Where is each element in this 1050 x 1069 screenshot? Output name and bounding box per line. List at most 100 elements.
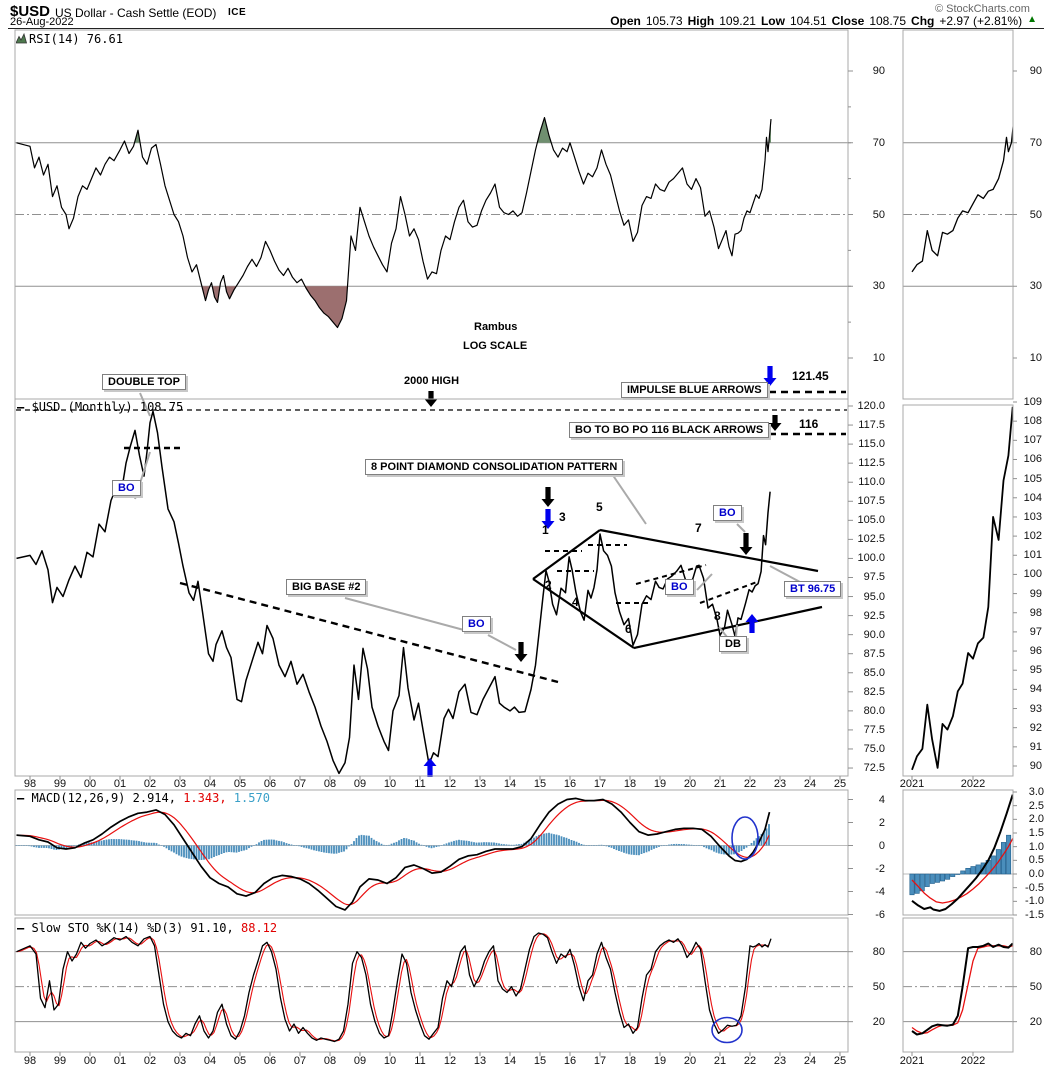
axis-tick-label: 70 — [872, 136, 885, 149]
ohlc-row: Open 105.73 High 109.21 Low 104.51 Close 108… — [610, 14, 1037, 28]
axis-tick-label: 21 — [713, 778, 727, 790]
axis-tick-label: 100 — [1023, 568, 1042, 581]
axis-tick-label: -6 — [875, 908, 885, 921]
diamond-point-5: 5 — [596, 500, 603, 514]
macd-hist-value: 1.570 — [233, 791, 270, 805]
callout-bo-2014: BO — [462, 616, 491, 632]
axis-tick-label: 00 — [83, 778, 97, 790]
axis-tick-label: 117.5 — [858, 419, 885, 432]
axis-tick-label: 80 — [1029, 945, 1042, 958]
axis-tick-label: 2 — [878, 816, 885, 829]
callout-bo-inside-diamond: BO — [665, 579, 694, 595]
axis-tick-label: 112.5 — [858, 457, 885, 470]
axis-tick-label: 95 — [1029, 664, 1042, 677]
axis-tick-label: 13 — [473, 1055, 487, 1067]
axis-tick-label: 02 — [143, 1055, 157, 1067]
label-rambus: Rambus — [474, 321, 518, 333]
axis-tick-label: 91 — [1029, 740, 1042, 753]
axis-tick-label: 07 — [293, 778, 307, 790]
callout-bo-right: BO — [713, 505, 742, 521]
axis-tick-label: 02 — [143, 778, 157, 790]
diamond-point-8: 8 — [714, 609, 721, 623]
callout-double-top: DOUBLE TOP — [102, 374, 186, 390]
axis-tick-label: 09 — [353, 778, 367, 790]
axis-tick-label: 04 — [203, 1055, 217, 1067]
axis-tick-label: 0 — [878, 839, 885, 852]
diamond-point-6: 6 — [625, 622, 632, 636]
axis-tick-label: 25 — [833, 1055, 847, 1067]
label-121-45: 121.45 — [792, 369, 829, 383]
axis-tick-label: 103 — [1023, 510, 1042, 523]
axis-tick-label: 0.0 — [1028, 867, 1044, 880]
axis-tick-label: 14 — [503, 778, 517, 790]
label-log-scale: LOG SCALE — [463, 340, 528, 352]
label-116: 116 — [799, 417, 819, 431]
callout-big-base: BIG BASE #2 — [286, 579, 367, 595]
axis-tick-label: 06 — [263, 1055, 277, 1067]
axis-tick-label: 10 — [872, 352, 885, 364]
axis-tick-label: 15 — [533, 778, 547, 790]
axis-tick-label: -1.5 — [1025, 908, 1044, 921]
label-2000-high: 2000 HIGH — [404, 375, 460, 387]
close-value: 108.75 — [869, 14, 907, 28]
axis-tick-label: 107 — [1023, 434, 1042, 447]
axis-tick-label: 1.0 — [1028, 840, 1044, 853]
axis-tick-label: 75.0 — [863, 742, 885, 755]
axis-tick-label: 16 — [563, 1055, 577, 1067]
axis-tick-label: 90 — [1029, 65, 1042, 77]
axis-tick-label: 10 — [383, 778, 397, 790]
axis-tick-label: 97.5 — [863, 571, 885, 584]
axis-tick-label: 102 — [1023, 530, 1042, 543]
axis-tick-label: 08 — [323, 1055, 337, 1067]
axis-tick-label: 17 — [593, 1055, 607, 1067]
axis-tick-label: 20 — [872, 1015, 885, 1028]
axis-tick-label: 98 — [1029, 606, 1042, 619]
axis-tick-label: 120.0 — [857, 400, 885, 412]
callout-bt-96-75: BT 96.75 — [784, 581, 842, 597]
axis-tick-label: 98 — [23, 778, 37, 790]
axis-tick-label: 05 — [233, 778, 247, 790]
sto-d-value: 88.12 — [241, 921, 278, 935]
axis-tick-label: 09 — [353, 1055, 367, 1067]
high-value: 109.21 — [719, 14, 756, 28]
axis-tick-label: 18 — [623, 1055, 637, 1067]
axis-tick-label: 07 — [293, 1055, 307, 1067]
axis-tick-label: 23 — [773, 778, 787, 790]
axis-tick-label: 97 — [1029, 625, 1042, 638]
callout-diamond-pattern: 8 POINT DIAMOND CONSOLIDATION PATTERN — [365, 459, 624, 475]
axis-tick-label: 95.0 — [863, 590, 885, 603]
axis-tick-label: -2 — [875, 862, 885, 875]
callout-impulse-blue-arrows: IMPULSE BLUE ARROWS — [621, 382, 768, 398]
axis-tick-label: -1.0 — [1025, 895, 1044, 908]
axis-tick-label: 17 — [593, 778, 607, 790]
axis-tick-label: 20 — [683, 1055, 697, 1067]
axis-tick-label: 19 — [653, 1055, 667, 1067]
axis-tick-label: 30 — [872, 280, 885, 293]
axis-tick-label: 77.5 — [863, 723, 885, 736]
axis-tick-label: 92 — [1029, 721, 1042, 734]
axis-tick-label: 16 — [563, 778, 577, 790]
axis-tick-label: 00 — [83, 1055, 97, 1067]
axis-tick-label: 14 — [503, 1055, 517, 1067]
axis-tick-label: 80 — [872, 945, 885, 958]
price-legend: — $USD (Monthly) 108.75 — [17, 400, 184, 414]
axis-tick-label: 96 — [1029, 645, 1042, 658]
diamond-point-1: 1 — [542, 523, 549, 537]
axis-tick-label: 12 — [443, 778, 457, 790]
axis-tick-label: 1.5 — [1028, 826, 1044, 839]
axis-tick-label: 50 — [1029, 980, 1042, 993]
exchange: ICE — [228, 7, 247, 18]
rsi-legend: RSI(14) 76.61 — [15, 32, 123, 46]
diamond-point-3: 3 — [559, 510, 566, 524]
copyright: © StockCharts.com — [935, 3, 1030, 15]
axis-tick-label: 100.0 — [857, 552, 885, 565]
axis-tick-label: 92.5 — [863, 609, 885, 622]
axis-tick-label: 90.0 — [863, 628, 885, 641]
axis-tick-label: 2022 — [960, 778, 986, 790]
axis-tick-label: 70 — [1029, 136, 1042, 149]
axis-tick-label: 90 — [872, 65, 885, 77]
axis-tick-label: 4 — [878, 793, 885, 806]
axis-tick-label: 107.5 — [857, 495, 885, 508]
